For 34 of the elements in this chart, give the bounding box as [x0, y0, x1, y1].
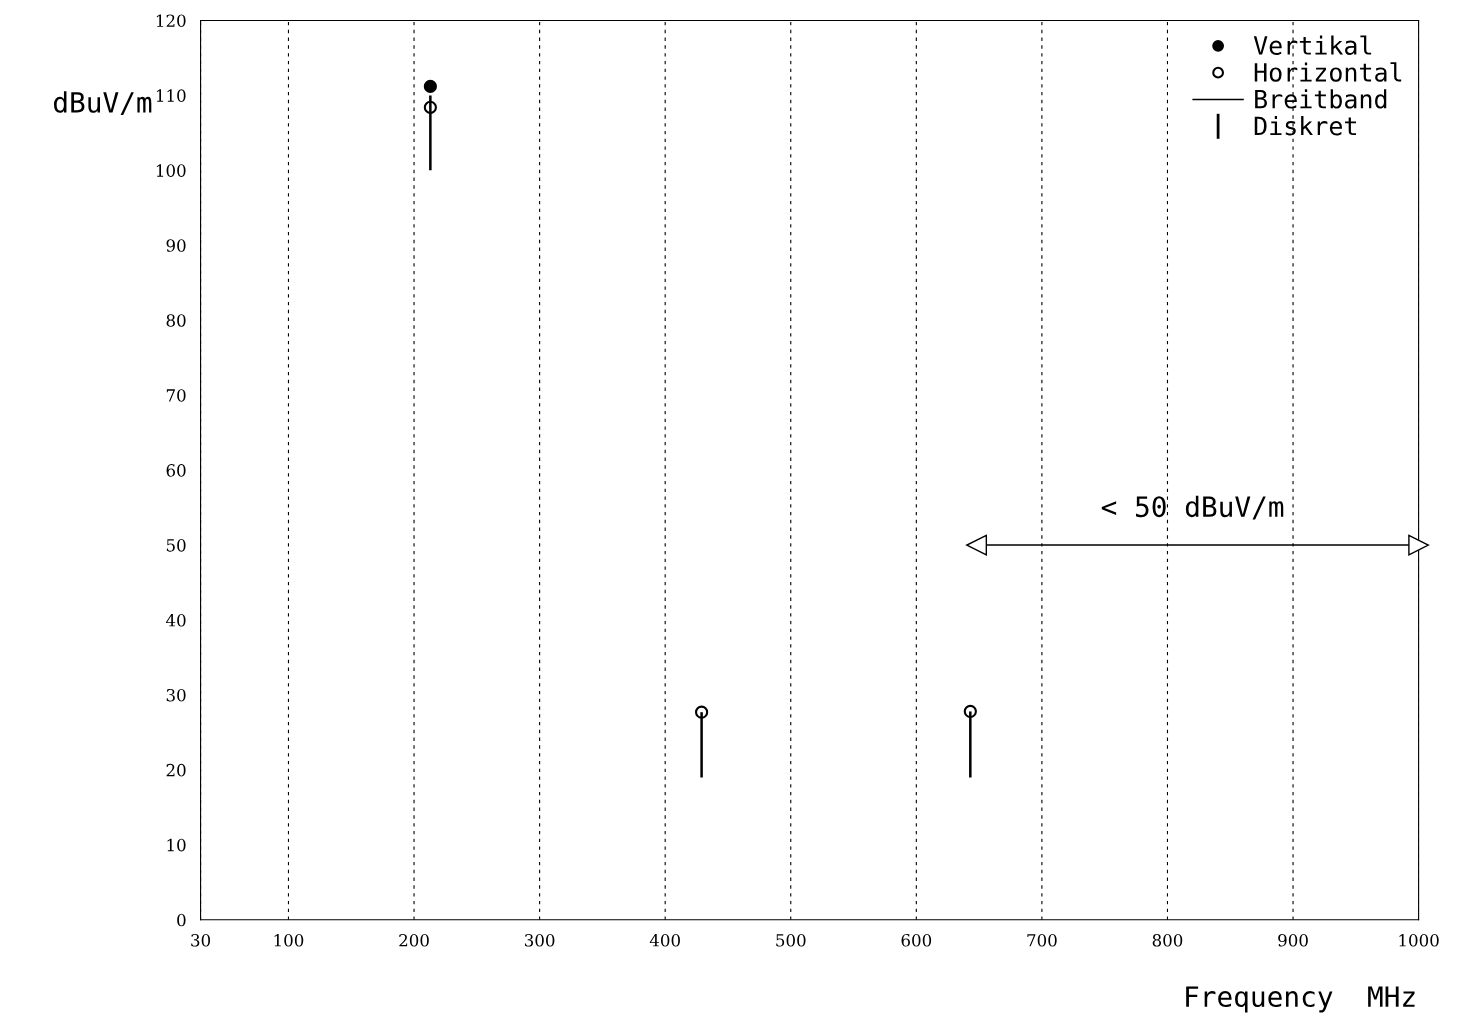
y-tick-label: 90	[166, 239, 186, 252]
legend-label: Horizontal	[1254, 62, 1402, 82]
x-tick-label: 500	[776, 933, 806, 947]
x-tick-label: 300	[524, 933, 555, 947]
x-axis-title: Frequency MHz	[1186, 986, 1415, 1013]
y-tick-label: 20	[166, 763, 186, 777]
y-tick-label: 60	[166, 464, 186, 477]
y-tick-label: 110	[156, 89, 186, 102]
y-tick-label: 100	[156, 164, 186, 177]
y-tick-label: 40	[165, 613, 186, 627]
y-tick-label: 50	[166, 539, 186, 552]
x-tick-label: 200	[399, 933, 429, 947]
y-tick-label: 0	[177, 913, 186, 927]
legend-label: Breitband	[1255, 89, 1387, 109]
x-tick-label: 1000	[1399, 933, 1439, 947]
point	[966, 534, 988, 556]
x-tick-label: 600	[901, 933, 932, 947]
y-tick-label: 10	[167, 838, 186, 852]
legend-label: Vertikal	[1253, 35, 1372, 55]
x-tick-label: 30	[191, 933, 211, 947]
x-tick-label: 800	[1152, 933, 1183, 947]
y-axis-title: dBuV/m	[53, 91, 152, 115]
y-tick-label: 70	[166, 389, 186, 402]
x-tick-label: 700	[1027, 933, 1057, 947]
y-tick-label: 80	[166, 314, 186, 327]
y-tick-label: 120	[156, 14, 186, 28]
point	[423, 79, 437, 93]
point	[1408, 534, 1430, 556]
x-tick-label: 900	[1278, 933, 1308, 947]
annotation: < 50 dBuV/m	[1101, 495, 1284, 520]
x-tick-label: 100	[274, 933, 304, 947]
y-tick-label: 30	[166, 688, 186, 702]
legend-label: Diskret	[1254, 116, 1357, 136]
x-tick-label: 400	[649, 933, 680, 947]
